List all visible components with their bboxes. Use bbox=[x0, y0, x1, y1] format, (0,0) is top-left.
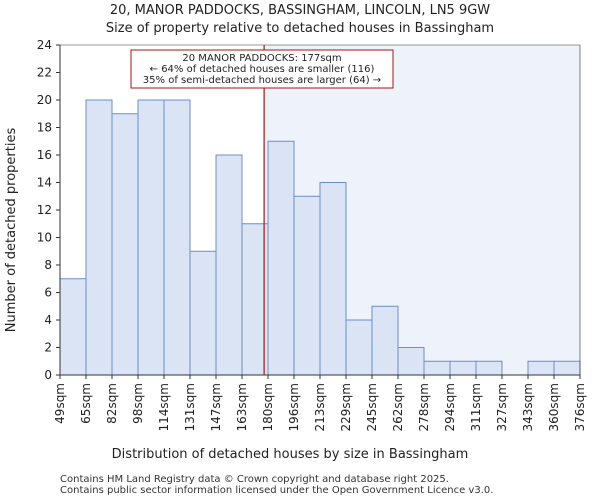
footer-line1: Contains HM Land Registry data © Crown c… bbox=[60, 474, 449, 485]
bar bbox=[475, 360, 503, 376]
bar bbox=[163, 99, 191, 376]
x-tick-label: 360sqm bbox=[547, 383, 561, 431]
x-tick-label: 147sqm bbox=[209, 383, 223, 431]
y-tick-label: 20 bbox=[37, 93, 52, 107]
y-axis-label: Number of detached properties bbox=[4, 128, 19, 333]
chart-title-line2: Size of property relative to detached ho… bbox=[106, 21, 494, 36]
bar bbox=[319, 182, 347, 376]
y-tick-label: 18 bbox=[37, 121, 52, 135]
x-tick-label: 262sqm bbox=[391, 383, 405, 431]
x-tick-label: 114sqm bbox=[157, 383, 171, 431]
x-tick-label: 131sqm bbox=[183, 383, 197, 431]
bar bbox=[189, 250, 217, 376]
y-tick-label: 24 bbox=[37, 38, 52, 52]
histogram-chart: 20, MANOR PADDOCKS, BASSINGHAM, LINCOLN,… bbox=[4, 3, 587, 462]
bar bbox=[215, 154, 243, 376]
bar bbox=[59, 278, 87, 376]
x-tick-label: 65sqm bbox=[79, 383, 93, 424]
x-tick-label: 278sqm bbox=[417, 383, 431, 431]
y-tick-label: 2 bbox=[44, 341, 52, 355]
chart-title-line1: 20, MANOR PADDOCKS, BASSINGHAM, LINCOLN,… bbox=[110, 3, 490, 18]
x-tick-label: 229sqm bbox=[339, 383, 353, 431]
y-tick-label: 12 bbox=[37, 203, 52, 217]
bar bbox=[85, 99, 113, 376]
x-tick-label: 98sqm bbox=[131, 383, 145, 424]
y-tick-label: 4 bbox=[44, 313, 52, 327]
y-tick-label: 8 bbox=[44, 258, 52, 272]
x-tick-label: 294sqm bbox=[443, 383, 457, 431]
y-tick-label: 0 bbox=[44, 368, 52, 382]
annotation-line3: 35% of semi-detached houses are larger (… bbox=[143, 75, 381, 86]
x-tick-label: 327sqm bbox=[495, 383, 509, 431]
footer-line2: Contains public sector information licen… bbox=[60, 485, 494, 496]
annotation-line1: 20 MANOR PADDOCKS: 177sqm bbox=[182, 53, 341, 64]
y-tick-label: 16 bbox=[37, 148, 52, 162]
y-tick-label: 10 bbox=[37, 231, 52, 245]
annotation-line2: ← 64% of detached houses are smaller (11… bbox=[150, 64, 375, 75]
annotation-box: 20 MANOR PADDOCKS: 177sqm ← 64% of detac… bbox=[130, 49, 394, 89]
bar bbox=[527, 360, 555, 376]
x-axis-label: Distribution of detached houses by size … bbox=[112, 447, 469, 462]
y-tick-label: 6 bbox=[44, 286, 52, 300]
y-tick-label: 14 bbox=[37, 176, 52, 190]
x-tick-label: 180sqm bbox=[261, 383, 275, 431]
bar bbox=[553, 360, 581, 376]
bar bbox=[397, 347, 425, 376]
bar bbox=[449, 360, 477, 376]
bar bbox=[137, 99, 165, 376]
bar bbox=[111, 113, 139, 376]
x-tick-label: 245sqm bbox=[365, 383, 379, 431]
bar bbox=[293, 195, 321, 376]
x-tick-label: 376sqm bbox=[573, 383, 587, 431]
x-tick-label: 49sqm bbox=[53, 383, 67, 424]
x-tick-label: 311sqm bbox=[469, 383, 483, 431]
bar bbox=[371, 305, 399, 376]
bar bbox=[267, 140, 295, 376]
bar bbox=[423, 360, 451, 376]
x-tick-label: 343sqm bbox=[521, 383, 535, 431]
bar bbox=[345, 319, 373, 376]
x-tick-label: 213sqm bbox=[313, 383, 327, 431]
y-tick-label: 22 bbox=[37, 66, 52, 80]
x-tick-label: 196sqm bbox=[287, 383, 301, 431]
annotation-border bbox=[130, 49, 394, 89]
x-tick-label: 82sqm bbox=[105, 383, 119, 424]
x-tick-label: 163sqm bbox=[235, 383, 249, 431]
